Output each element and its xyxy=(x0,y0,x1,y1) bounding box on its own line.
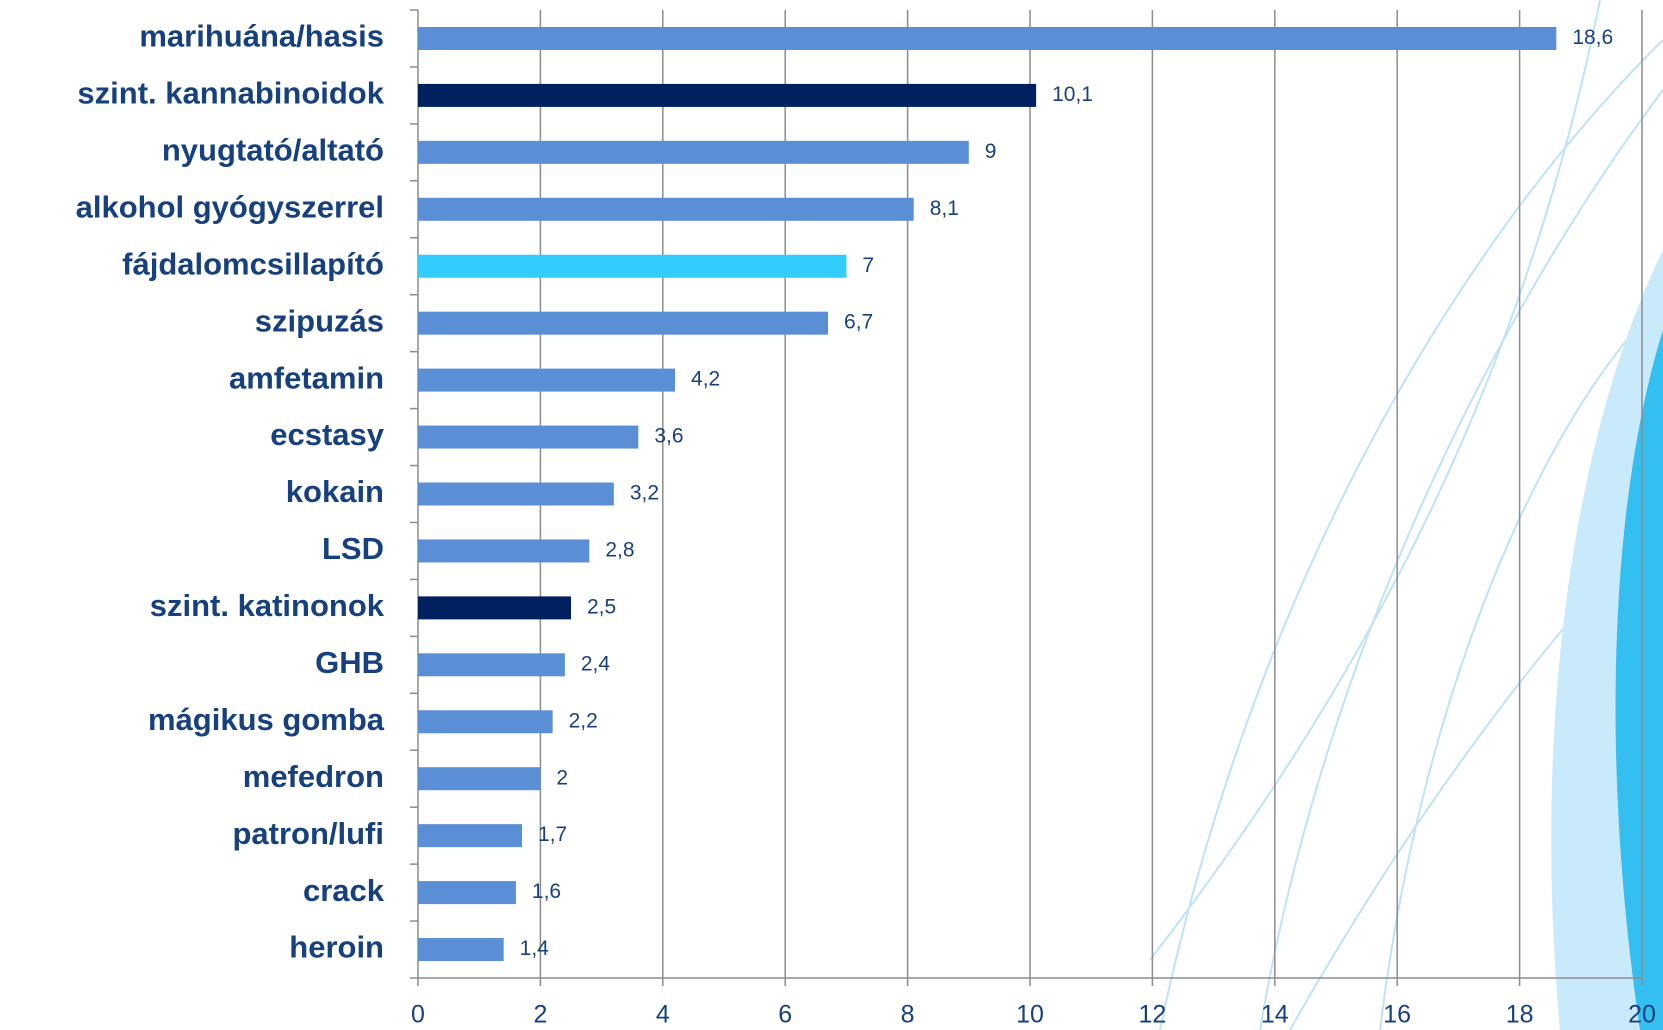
value-label: 7 xyxy=(862,254,874,277)
x-tick-label: 8 xyxy=(901,1001,915,1029)
bar xyxy=(418,938,504,962)
x-tick-label: 0 xyxy=(411,1001,425,1029)
category-label: alkohol gyógyszerrel xyxy=(76,189,384,224)
category-label: szipuzás xyxy=(255,303,384,338)
bar xyxy=(418,539,590,563)
value-label: 9 xyxy=(985,140,997,163)
category-label: szint. kannabinoidok xyxy=(77,76,384,111)
category-label: mefedron xyxy=(243,759,384,794)
value-label: 1,7 xyxy=(538,823,567,846)
value-label: 10,1 xyxy=(1052,83,1093,106)
category-label: marihuána/hasis xyxy=(139,19,384,54)
bar xyxy=(418,881,516,905)
x-tick-label: 14 xyxy=(1261,1001,1289,1029)
category-label: patron/lufi xyxy=(232,816,384,851)
category-label: LSD xyxy=(322,531,384,566)
value-label: 18,6 xyxy=(1572,26,1613,49)
category-label: szint. katinonok xyxy=(150,588,385,623)
bar xyxy=(418,311,829,335)
category-label: amfetamin xyxy=(229,360,384,395)
category-label: fájdalomcsillapító xyxy=(122,246,384,281)
value-label: 1,4 xyxy=(520,937,550,960)
category-label: ecstasy xyxy=(270,417,385,452)
category-label: GHB xyxy=(315,645,384,680)
bar xyxy=(418,710,553,734)
value-label: 6,7 xyxy=(844,311,873,334)
background-decoration xyxy=(1149,0,1663,1030)
bar xyxy=(418,767,541,791)
bar xyxy=(418,254,847,278)
category-label: nyugtató/altató xyxy=(162,133,384,168)
value-label: 2 xyxy=(556,766,568,789)
category-label: heroin xyxy=(289,930,384,965)
category-label: mágikus gomba xyxy=(148,702,385,737)
value-label: 4,2 xyxy=(691,368,720,391)
value-label: 1,6 xyxy=(532,880,561,903)
bar xyxy=(418,482,614,506)
category-label: kokain xyxy=(286,474,384,509)
value-label: 3,6 xyxy=(654,425,683,448)
x-tick-label: 18 xyxy=(1506,1001,1534,1029)
bar xyxy=(418,596,571,620)
bar xyxy=(418,653,565,677)
x-tick-label: 16 xyxy=(1383,1001,1411,1029)
background-shape xyxy=(1615,330,1663,1030)
value-label: 2,4 xyxy=(581,652,611,675)
x-tick-label: 20 xyxy=(1628,1001,1656,1029)
x-tick-label: 2 xyxy=(533,1001,547,1029)
bar xyxy=(418,83,1037,107)
bar xyxy=(418,140,969,164)
value-label: 2,8 xyxy=(605,538,634,561)
bar xyxy=(418,26,1557,50)
bar xyxy=(418,425,639,449)
x-tick-label: 12 xyxy=(1138,1001,1166,1029)
x-tick-label: 4 xyxy=(656,1001,670,1029)
bar xyxy=(418,824,523,848)
value-label: 8,1 xyxy=(930,197,959,220)
x-tick-label: 10 xyxy=(1016,1001,1044,1029)
bar xyxy=(418,197,914,221)
value-label: 3,2 xyxy=(630,482,659,505)
category-label: crack xyxy=(303,873,385,908)
value-label: 2,5 xyxy=(587,595,616,618)
bar xyxy=(418,368,676,392)
value-label: 2,2 xyxy=(569,709,598,732)
x-tick-label: 6 xyxy=(778,1001,792,1029)
